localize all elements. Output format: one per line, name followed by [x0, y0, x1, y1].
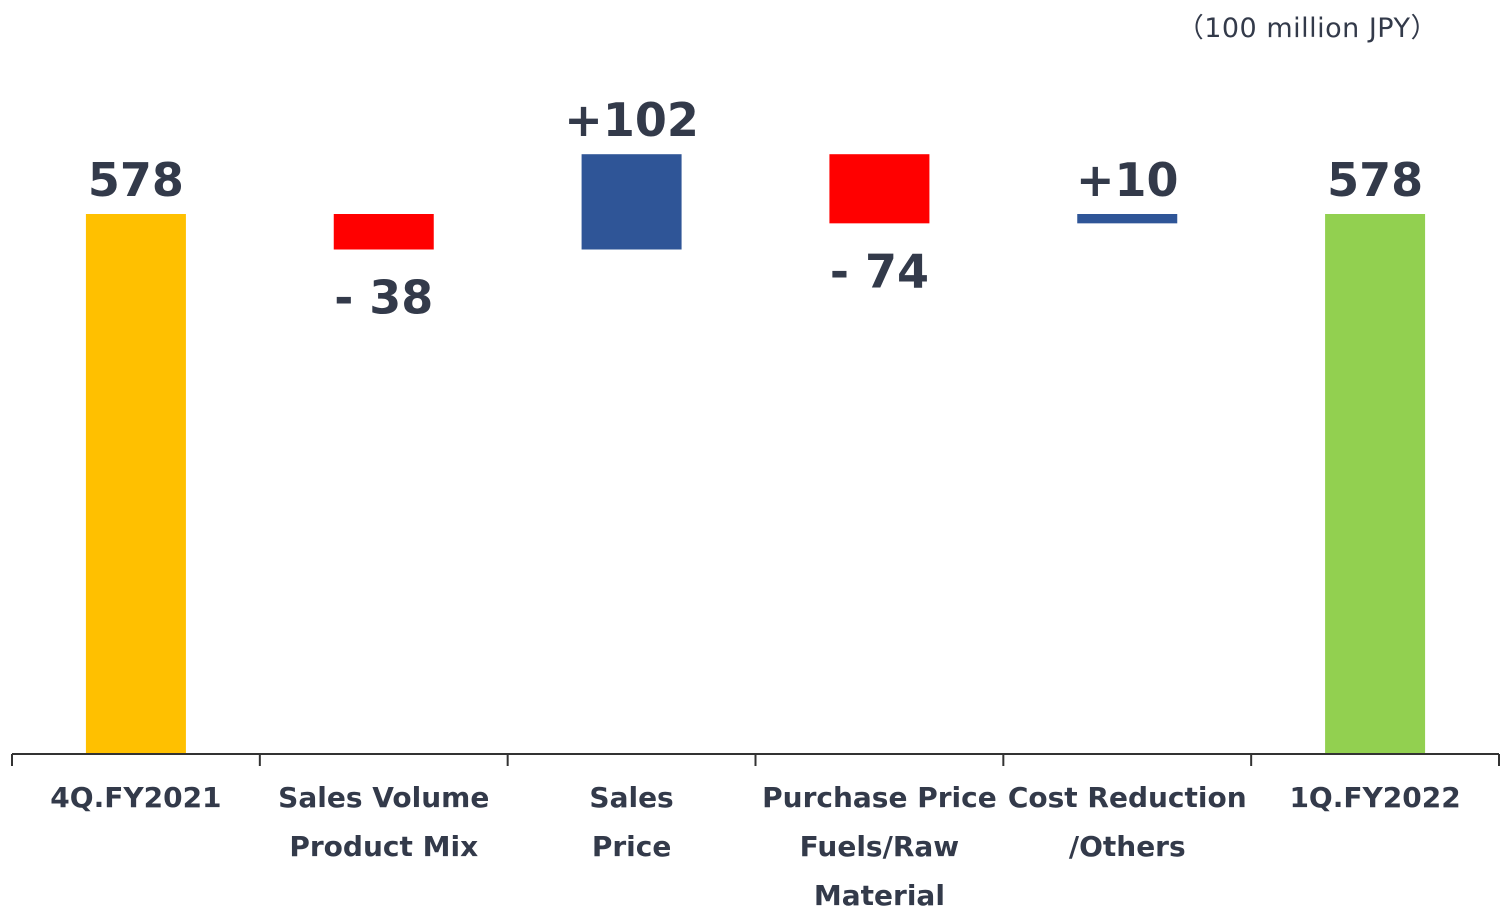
category-label-3-2: Material: [814, 879, 945, 911]
category-label-3-0: Purchase Price: [762, 781, 997, 814]
unit-label: （100 million JPY）: [1176, 13, 1438, 44]
category-label-3-1: Fuels/Raw: [800, 830, 959, 863]
category-label-2-1: Price: [592, 830, 672, 863]
bar-0: [85, 214, 186, 754]
bar-3: [829, 154, 930, 224]
bars-layer: [85, 154, 1426, 754]
category-label-4-0: Cost Reduction: [1008, 781, 1247, 814]
category-label-0-0: 4Q.FY2021: [50, 781, 221, 814]
bar-5: [1325, 214, 1426, 754]
bar-4: [1077, 214, 1178, 224]
bar-1: [333, 214, 434, 250]
value-label-0: 578: [88, 153, 184, 207]
value-label-4: +10: [1076, 153, 1179, 207]
value-label-2: +102: [564, 93, 699, 147]
category-label-1-1: Product Mix: [289, 830, 478, 863]
value-label-1: - 38: [334, 271, 433, 325]
value-label-3: - 74: [830, 244, 929, 298]
labels-layer: 578 - 38 +102 - 74 +10 578 4Q.FY2021 Sales Volu…: [50, 93, 1460, 911]
category-label-1-0: Sales Volume: [278, 781, 489, 814]
category-label-4-1: /Others: [1069, 830, 1186, 863]
value-label-5: 578: [1327, 153, 1423, 207]
bar-2: [581, 154, 682, 250]
category-label-2-0: Sales: [589, 781, 673, 814]
category-label-5-0: 1Q.FY2022: [1289, 781, 1460, 814]
x-axis: [11, 753, 1500, 766]
